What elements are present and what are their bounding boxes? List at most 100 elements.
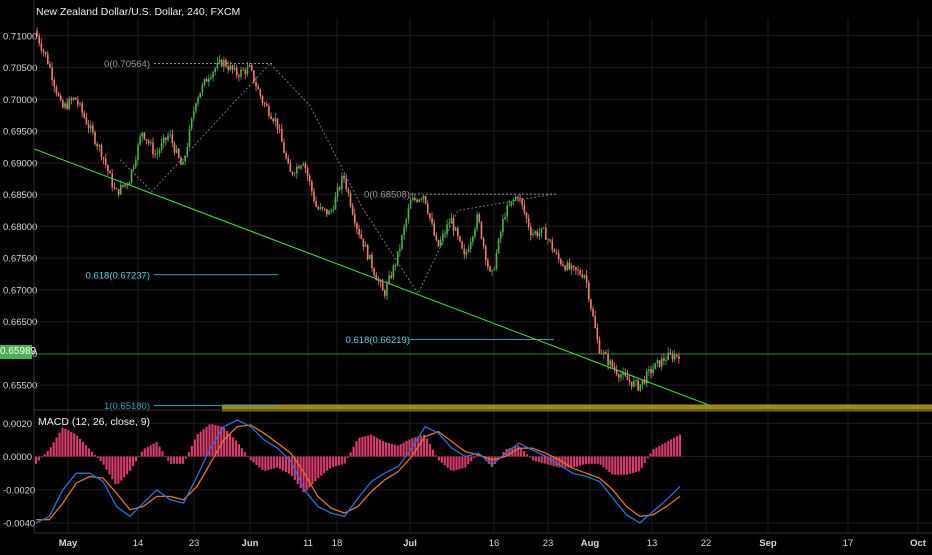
candle-body — [49, 63, 51, 68]
candle-body — [600, 353, 603, 355]
candle-body — [429, 213, 431, 218]
candle-body — [291, 171, 294, 174]
macd-histogram-bar — [355, 441, 358, 457]
candlestick-layer[interactable] — [36, 27, 680, 393]
macd-histogram-bar — [217, 425, 220, 457]
macd-histogram-bar — [555, 456, 558, 467]
candle-body — [414, 197, 416, 200]
candle-body — [630, 381, 633, 387]
macd-histogram-bar — [228, 434, 232, 457]
macd-histogram-bar — [93, 454, 96, 457]
candle-body — [89, 125, 92, 129]
macd-histogram-bar — [273, 456, 276, 469]
macd-histogram-bar — [523, 451, 526, 457]
macd-histogram-bar — [352, 446, 355, 457]
macd-histogram-bar — [290, 456, 293, 477]
candle-body — [605, 352, 607, 354]
macd-histogram-bar — [673, 437, 676, 457]
macd-histogram-bar — [258, 456, 261, 468]
macd-histogram-bar — [658, 445, 661, 457]
fibonacci-layer: 0(0.70564) 0(0.68508) 0.618(0.67237) 0.618(… — [86, 59, 556, 412]
candle-body — [313, 191, 315, 202]
macd-histogram-bar — [211, 424, 214, 457]
macd-histogram-bar — [643, 456, 646, 464]
candle-body — [323, 208, 326, 210]
macd-histogram-bar — [170, 456, 173, 464]
macd-histogram-bar — [193, 439, 196, 457]
macd-histogram-bar — [190, 445, 193, 457]
candle-body — [660, 358, 663, 367]
candle-body — [203, 78, 206, 85]
candle-body — [135, 159, 137, 167]
macd-histogram-bar — [134, 456, 138, 462]
macd-histogram-bar — [73, 433, 76, 457]
candle-body — [330, 210, 332, 212]
price-tick-label: 0.69000 — [3, 158, 37, 169]
trendline-layer[interactable] — [33, 148, 711, 406]
candle-body — [238, 75, 240, 77]
macd-histogram-bar — [226, 430, 229, 457]
macd-signal-line — [36, 424, 681, 521]
macd-histogram-bar — [446, 456, 449, 468]
candle-body — [214, 68, 217, 72]
macd-histogram-bar — [311, 456, 314, 485]
candle-body — [463, 248, 466, 255]
macd-histogram-bar — [178, 456, 182, 464]
candle-body — [40, 43, 43, 51]
macd-histogram-bar — [631, 456, 635, 474]
candle-body — [351, 206, 354, 215]
candle-body — [315, 201, 317, 207]
candle-body — [317, 206, 320, 210]
candle-body — [613, 367, 616, 370]
candle-body — [669, 352, 672, 354]
macd-histogram-bar — [155, 442, 158, 457]
candle-body — [384, 290, 386, 296]
macd-histogram-bar — [475, 454, 479, 457]
candle-body — [244, 70, 247, 75]
candle-body — [96, 143, 98, 147]
candle-body — [484, 245, 487, 260]
candle-body — [465, 251, 468, 255]
candle-body — [334, 196, 337, 210]
candle-body — [448, 223, 451, 225]
macd-histogram-bar — [96, 456, 99, 459]
candle-body — [272, 118, 275, 122]
candle-body — [289, 163, 292, 172]
macd-histogram-bar — [143, 448, 146, 457]
macd-histogram-bar — [678, 434, 682, 457]
candle-body — [104, 158, 107, 165]
candle-body — [433, 223, 436, 236]
candle-body — [83, 112, 86, 118]
macd-tick-label: 0.0000 — [3, 452, 32, 463]
candle-body — [265, 104, 268, 107]
macd-histogram-bar — [449, 456, 452, 471]
candle-body — [564, 265, 566, 271]
candle-body — [353, 214, 356, 224]
macd-histogram-bar — [393, 444, 396, 457]
candle-body — [349, 192, 352, 207]
candle-body — [622, 372, 624, 375]
candle-body — [100, 145, 103, 158]
candle-body — [405, 219, 408, 227]
macd-histogram-bar — [493, 456, 496, 465]
candle-body — [74, 97, 77, 100]
macd-histogram-bar — [346, 456, 349, 458]
candle-body — [276, 118, 279, 130]
candle-body — [678, 355, 680, 359]
macd-histogram-bar — [37, 456, 41, 461]
candle-body — [409, 200, 412, 209]
candle-body — [371, 254, 373, 269]
macd-histogram-bar — [602, 456, 605, 468]
candle-body — [332, 209, 335, 211]
macd-histogram-bar — [90, 451, 93, 457]
candle-body — [336, 187, 339, 197]
candle-body — [158, 150, 161, 154]
candle-body — [98, 145, 101, 147]
macd-histogram-bar — [129, 456, 132, 471]
candle-body — [508, 204, 511, 206]
macd-histogram-bar — [131, 456, 135, 467]
candle-body — [394, 265, 397, 266]
macd-histogram-bar — [64, 428, 67, 457]
